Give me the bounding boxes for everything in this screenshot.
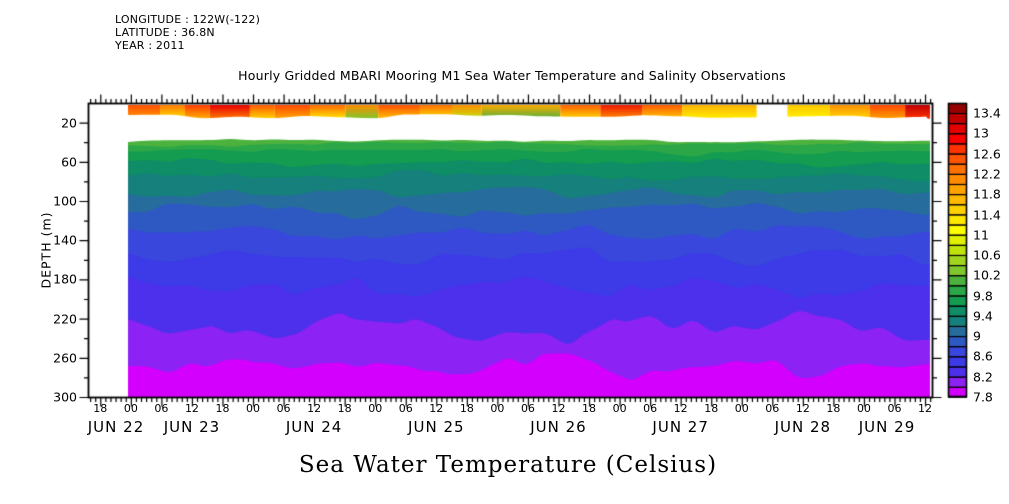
depth-tick-label: 260	[53, 350, 77, 366]
time-tick-label: 00	[734, 402, 749, 415]
date-label: JUN 27	[652, 418, 709, 436]
depth-tick-label: 100	[53, 193, 77, 209]
colorbar-tick-label: 11	[973, 227, 989, 243]
date-label: JUN 25	[408, 418, 465, 436]
depth-tick-label: 60	[61, 154, 77, 170]
colorbar-tick-label: 12.6	[973, 146, 1001, 162]
time-tick-label: 06	[765, 402, 780, 415]
time-tick-label: 12	[307, 402, 322, 415]
colorbar-tick-label: 8.6	[973, 348, 993, 364]
time-tick-label: 18	[93, 402, 108, 415]
time-tick-label: 12	[795, 402, 810, 415]
colorbar-tick-label: 10.6	[973, 247, 1001, 263]
time-tick-label: 00	[856, 402, 871, 415]
date-label: JUN 29	[858, 418, 916, 436]
time-tick-label: 12	[918, 402, 933, 415]
time-tick-label: 00	[368, 402, 383, 415]
depth-tick-label: 180	[53, 271, 77, 287]
time-tick-label: 06	[887, 402, 902, 415]
time-tick-label: 06	[398, 402, 413, 415]
time-tick-label: 18	[215, 402, 230, 415]
latitude-label: LATITUDE : 36.8N	[115, 26, 215, 39]
time-tick-label: 06	[520, 402, 535, 415]
time-tick-label: 06	[154, 402, 169, 415]
time-tick-label: 12	[184, 402, 199, 415]
year-label: YEAR : 2011	[115, 39, 185, 52]
time-tick-label: 18	[704, 402, 719, 415]
colorbar-tick-label: 7.8	[973, 389, 993, 405]
time-tick-label: 12	[673, 402, 688, 415]
colorbar-tick-label: 11.4	[973, 207, 1001, 223]
date-label: JUN 28	[774, 418, 832, 436]
colorbar-tick-label: 11.8	[973, 186, 1001, 202]
colorbar-tick-label: 8.2	[973, 369, 993, 385]
date-label: JUN 26	[530, 418, 587, 436]
colorbar-tick-label: 13	[973, 125, 989, 141]
time-tick-label: 18	[337, 402, 352, 415]
colorbar-tick-label: 9.8	[973, 288, 993, 304]
time-tick-label: 00	[246, 402, 261, 415]
time-tick-label: 06	[276, 402, 291, 415]
footer-axis-title: Sea Water Temperature (Celsius)	[298, 452, 718, 478]
time-tick-label: 06	[643, 402, 658, 415]
time-tick-label: 00	[123, 402, 138, 415]
colorbar-tick-label: 9	[973, 328, 981, 344]
longitude-label: LONGITUDE : 122W(-122)	[115, 13, 261, 26]
colorbar-tick-label: 13.4	[973, 105, 1001, 121]
depth-tick-label: 140	[53, 232, 77, 248]
depth-tick-label: 20	[61, 115, 77, 131]
time-tick-label: 18	[459, 402, 474, 415]
date-label: JUN 24	[285, 418, 343, 436]
colorbar-tick-label: 10.2	[973, 267, 1001, 283]
time-tick-label: 18	[826, 402, 841, 415]
plot-title: Hourly Gridded MBARI Mooring M1 Sea Wate…	[238, 68, 786, 83]
time-tick-label: 18	[582, 402, 597, 415]
date-label: JUN 23	[163, 418, 221, 436]
time-tick-label: 12	[429, 402, 444, 415]
depth-tick-label: 300	[53, 389, 77, 405]
colorbar-tick-label: 9.4	[973, 308, 993, 324]
date-label: JUN 22	[87, 418, 145, 436]
time-tick-label: 00	[612, 402, 627, 415]
time-tick-label: 00	[490, 402, 505, 415]
time-tick-label: 12	[551, 402, 566, 415]
colorbar-tick-label: 12.2	[973, 166, 1001, 182]
depth-tick-label: 220	[53, 311, 77, 327]
